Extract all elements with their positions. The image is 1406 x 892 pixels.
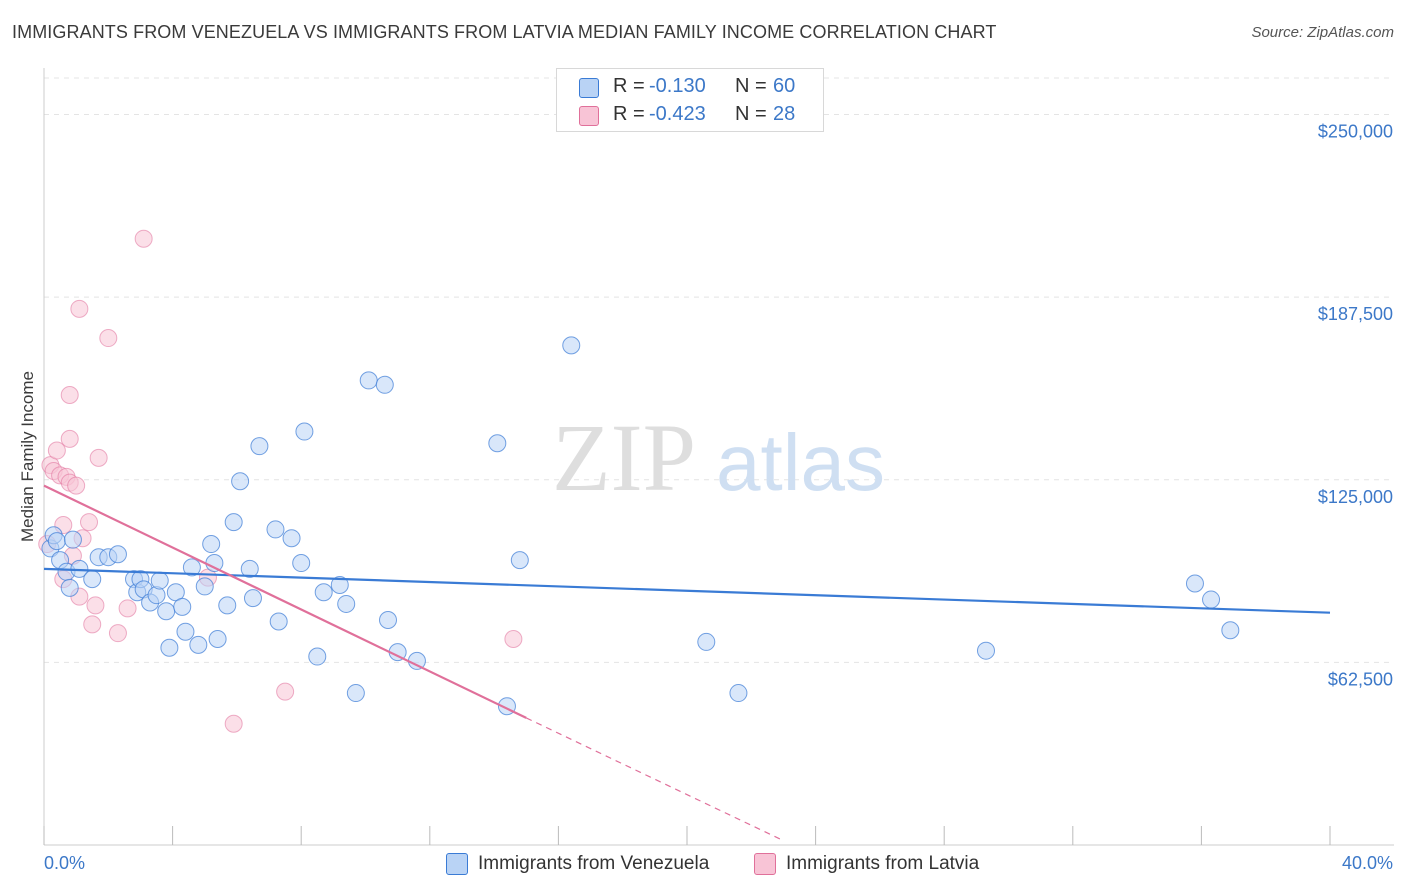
series-latvia-points [38, 229, 523, 733]
venezuela-point [205, 554, 224, 573]
y-tick-label: $187,500 [1318, 304, 1393, 324]
venezuela-point [379, 611, 398, 630]
venezuela-point [269, 612, 288, 631]
legend-r-label: R = [613, 103, 645, 125]
axis-labels: $62,500 $125,000 $187,500 $250,000 0.0% 40.0%… [18, 122, 1393, 873]
legend-label: Immigrants from Latvia [786, 853, 980, 874]
legend-r-value: -0.130 [649, 75, 706, 97]
latvia-point [83, 615, 102, 634]
venezuela-point [224, 513, 243, 532]
latvia-trend-line [43, 484, 527, 719]
watermark: ZIP atlas [552, 404, 885, 511]
legend-label: Immigrants from Venezuela [478, 853, 710, 874]
venezuela-point [282, 529, 301, 548]
venezuela-point [729, 684, 748, 703]
latvia-point [108, 624, 127, 643]
legend-n-label: N = [735, 75, 767, 97]
latvia-point [89, 448, 108, 467]
venezuela-swatch [446, 853, 468, 875]
venezuela-point [182, 558, 201, 577]
venezuela-point [295, 422, 314, 441]
venezuela-point [375, 375, 394, 394]
latvia-swatch [754, 853, 776, 875]
series-venezuela-points [41, 336, 1240, 716]
venezuela-point [407, 651, 426, 670]
venezuela-point [208, 630, 227, 649]
latvia-point [60, 386, 79, 405]
x-tick-label-max: 40.0% [1342, 853, 1393, 873]
latvia-point [224, 714, 243, 733]
venezuela-point [510, 551, 529, 570]
legend-n-value: 28 [773, 103, 796, 125]
venezuela-point [308, 647, 327, 666]
latvia-point [67, 476, 86, 495]
latvia-point [70, 299, 89, 318]
chart-title: IMMIGRANTS FROM VENEZUELA VS IMMIGRANTS … [12, 22, 997, 42]
venezuela-point [157, 602, 176, 621]
venezuela-point [108, 545, 127, 564]
legend-n-value: 60 [773, 75, 796, 97]
x-tick-label-min: 0.0% [44, 853, 85, 873]
watermark-atlas: atlas [716, 418, 885, 507]
venezuela-point [240, 559, 259, 578]
legend-r-label: R = [613, 75, 645, 97]
venezuela-point [266, 520, 285, 539]
venezuela-point [976, 641, 995, 660]
y-tick-label: $250,000 [1318, 122, 1393, 142]
legend-n-label: N = [735, 103, 767, 125]
venezuela-point [488, 434, 507, 453]
axes [43, 68, 1394, 846]
latvia-point [99, 329, 118, 348]
latvia-point [80, 513, 99, 532]
venezuela-point [150, 571, 169, 590]
venezuela-point [292, 554, 311, 573]
latvia-point [118, 599, 137, 618]
venezuela-point [147, 586, 166, 605]
watermark-zip: ZIP [552, 404, 696, 511]
latvia-point [276, 682, 295, 701]
latvia-point [134, 229, 153, 248]
venezuela-swatch [579, 78, 599, 98]
trend-lines [43, 484, 1331, 842]
venezuela-trend-line [43, 567, 1331, 614]
latvia-point [504, 630, 523, 649]
venezuela-point [314, 583, 333, 602]
y-tick-label: $62,500 [1328, 669, 1393, 689]
y-tick-label: $125,000 [1318, 487, 1393, 507]
venezuela-point [176, 622, 195, 641]
latvia-point [60, 429, 79, 448]
latvia-swatch [579, 106, 599, 126]
y-axis-label: Median Family Income [18, 371, 37, 542]
venezuela-point [1221, 621, 1240, 640]
venezuela-point [218, 596, 237, 615]
venezuela-point [195, 577, 214, 596]
venezuela-point [243, 589, 262, 608]
correlation-legend: R = -0.130 N = 60 R = -0.423 N = 28 [556, 68, 824, 132]
venezuela-point [1185, 574, 1204, 593]
venezuela-point [697, 632, 716, 651]
venezuela-point [231, 472, 250, 491]
venezuela-point [330, 575, 349, 594]
venezuela-point [63, 530, 82, 549]
venezuela-point [346, 684, 365, 703]
venezuela-point [47, 532, 66, 551]
venezuela-point [83, 570, 102, 589]
venezuela-point [60, 578, 79, 597]
venezuela-point [359, 371, 378, 390]
venezuela-point [337, 594, 356, 613]
venezuela-point [189, 635, 208, 654]
source-label: Source: ZipAtlas.com [1251, 24, 1394, 41]
venezuela-point [1202, 590, 1221, 609]
latvia-point [47, 441, 66, 460]
legend-r-value: -0.423 [649, 103, 706, 125]
venezuela-point [173, 597, 192, 616]
latvia-trend-extension [525, 717, 784, 842]
venezuela-point [562, 336, 581, 355]
venezuela-point [202, 535, 221, 554]
latvia-point [86, 596, 105, 615]
venezuela-point [250, 437, 269, 456]
venezuela-point [160, 638, 179, 657]
